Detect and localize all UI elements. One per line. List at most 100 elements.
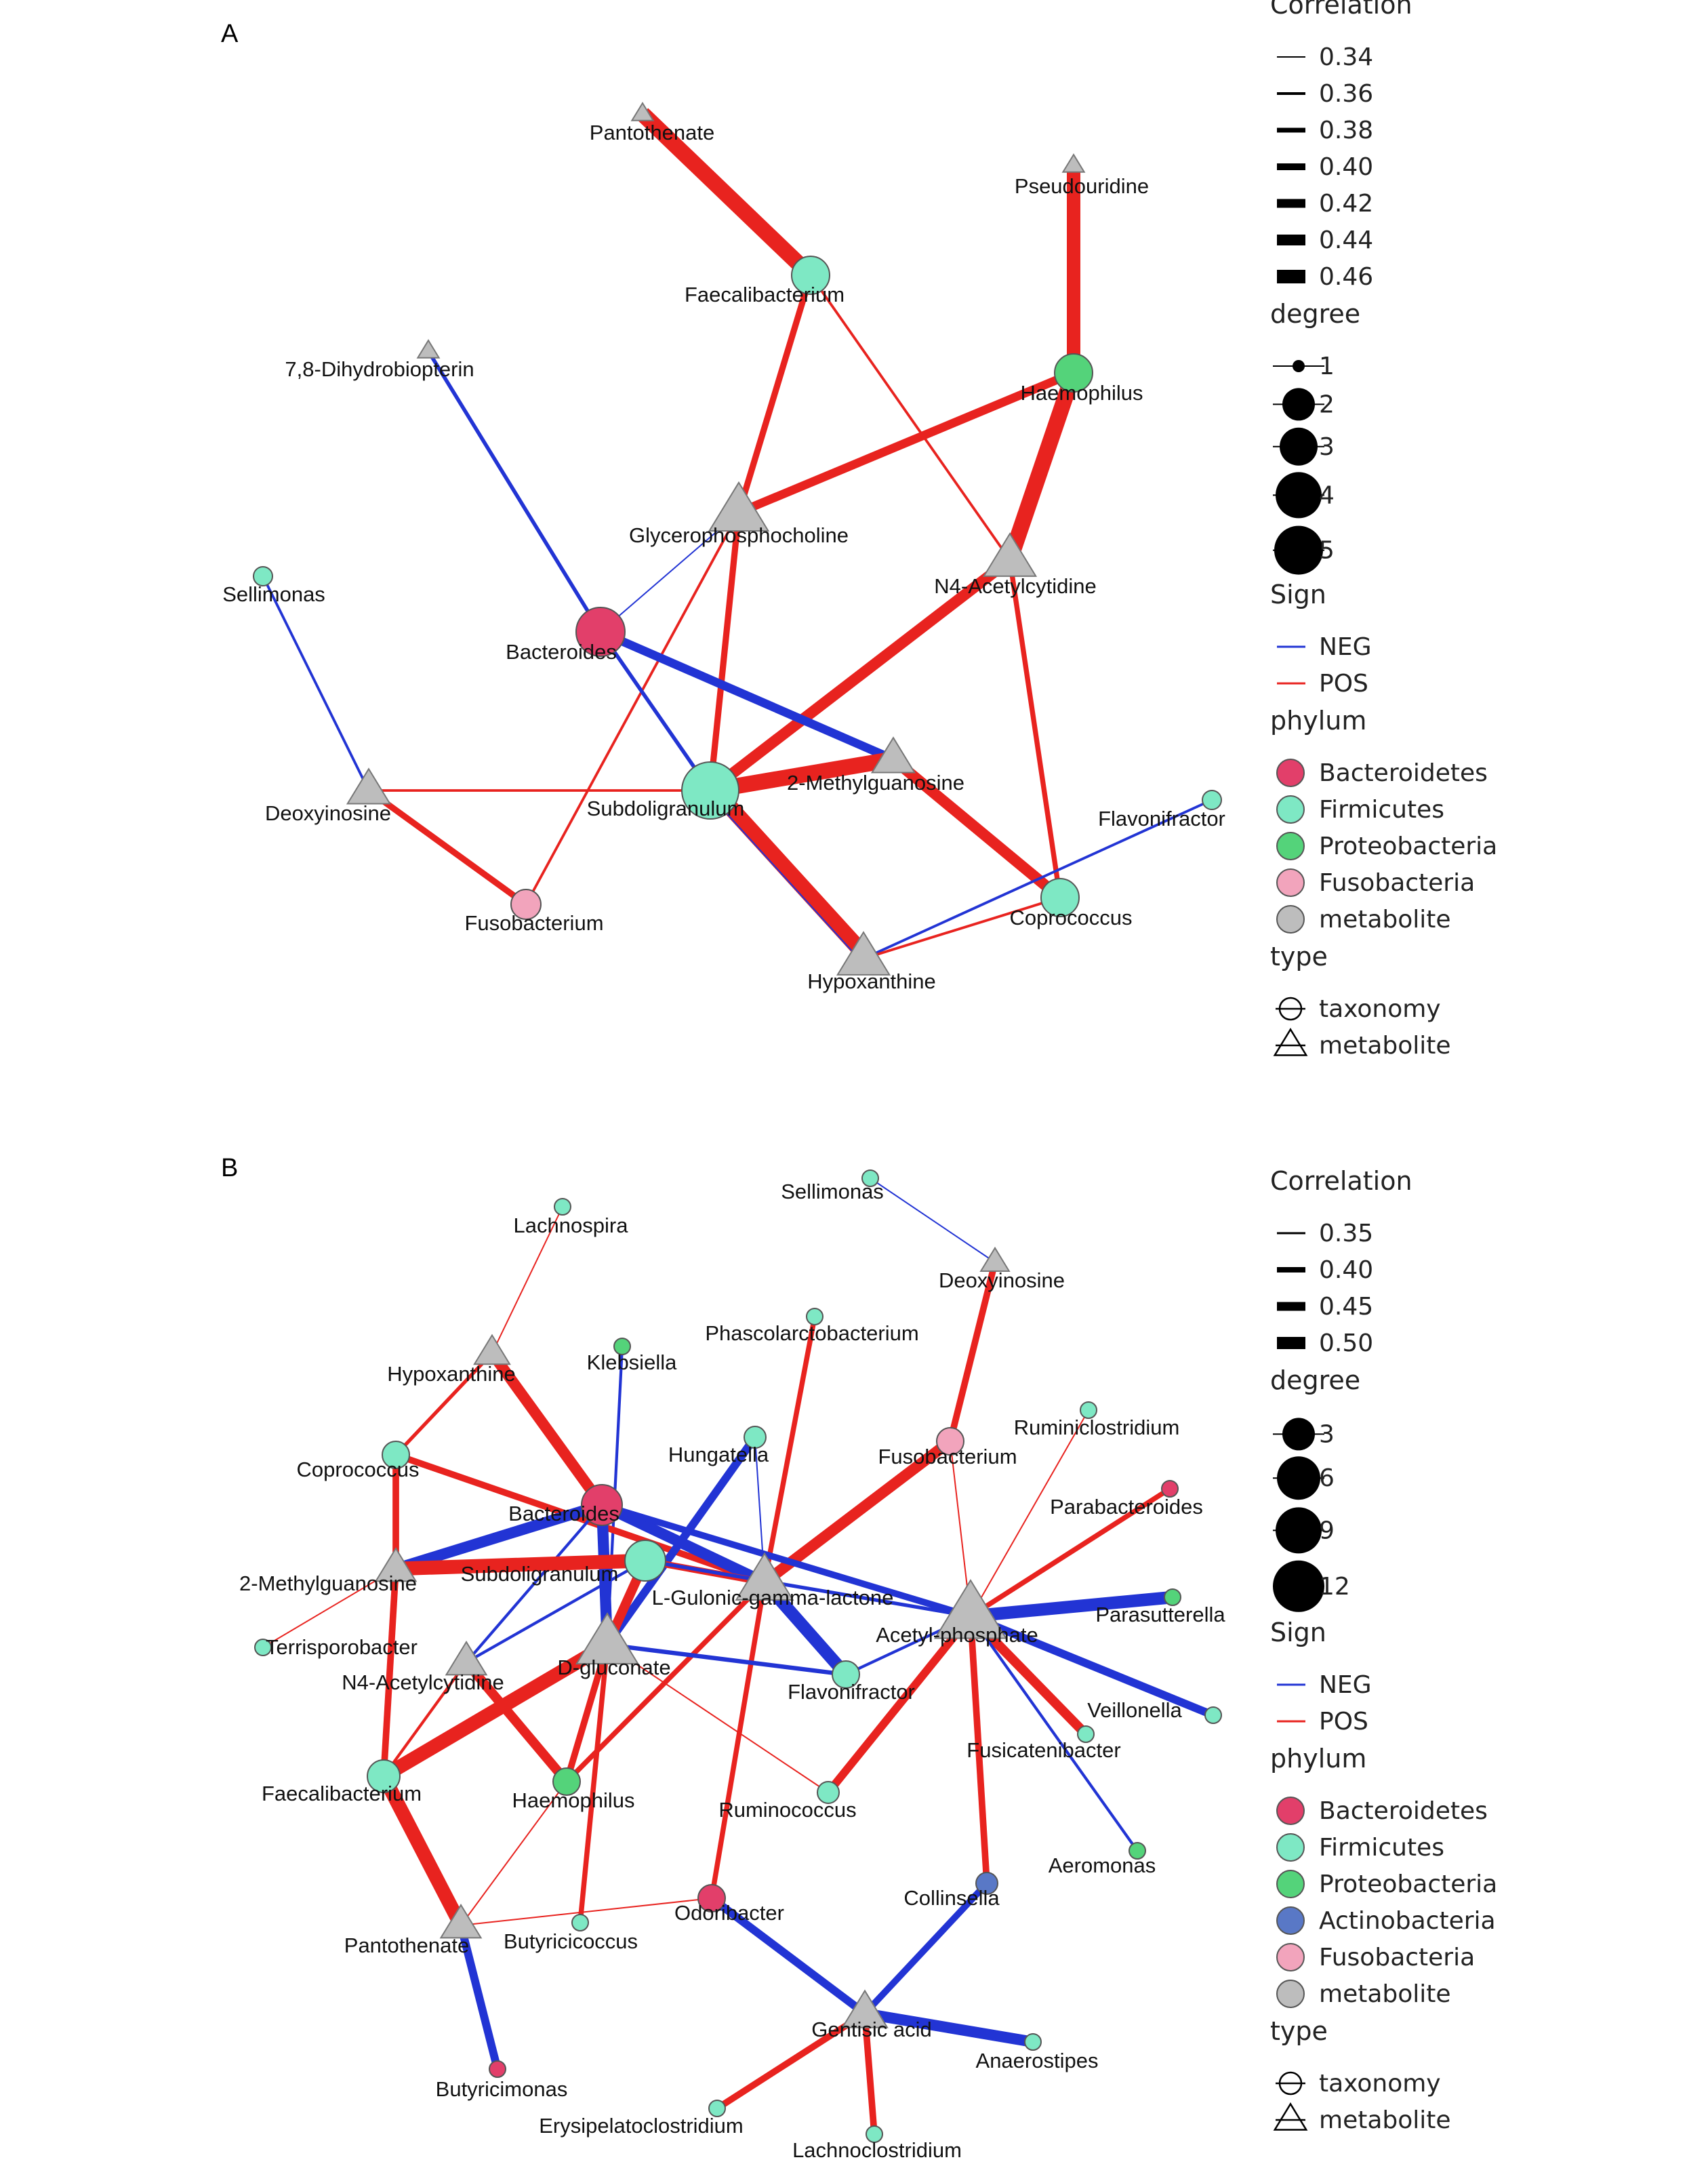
legend-correlation-label-0-40: 0.40 <box>1319 153 1373 181</box>
node-anaerostipes-circle <box>1024 2033 1042 2051</box>
legend-correlation-title: Correlation <box>1270 0 1412 20</box>
legend-type-label-taxonomy: taxonomy <box>1319 2070 1441 2098</box>
panel-label: B <box>221 1154 238 1182</box>
network-panel-b: B Sellimonas Deoxyinosine Lachnospira Phasc… <box>0 1112 1708 2162</box>
legend-degree-key-1 <box>1293 360 1305 372</box>
network-panel-a: A Pantothenate Pseudouridine Faecalibacter… <box>221 0 1497 1060</box>
edge-collinsella-gentisic <box>862 1881 990 2016</box>
node-label-hungatella: Hungatella <box>668 1443 769 1466</box>
node-label-layer: Sellimonas Deoxyinosine Lachnospira Phascol… <box>239 1180 1225 2162</box>
edge-n4acetylcytidine-subdoligranulum <box>707 555 1013 795</box>
edge-glycerophosphocholine-fusobacterium <box>525 512 740 905</box>
node-lachnoclostridium-circle <box>866 2125 883 2143</box>
edge-terrisporobacter-methylguanosine <box>262 1568 396 1648</box>
legend-type-label-metabolite: metabolite <box>1319 1032 1451 1060</box>
legend-correlation-label-0-50: 0.50 <box>1319 1329 1373 1357</box>
edge-acetylphosphate-veillonella <box>969 1612 1215 1719</box>
legend-phylum-label-metabolite: metabolite <box>1319 1980 1451 2008</box>
node-hungatella-circle <box>744 1426 767 1449</box>
legend-correlation-label-0-36: 0.36 <box>1319 80 1373 108</box>
node-dihydrobiopterin-triangle <box>416 339 441 359</box>
legend-phylum-key-bacteroidetes <box>1276 759 1305 787</box>
legend-correlation-label-0-40: 0.40 <box>1319 1256 1373 1284</box>
legend-correlation-label-0-45: 0.45 <box>1319 1293 1373 1321</box>
legend-phylum-title: phylum <box>1270 706 1366 736</box>
node-label-erysipelatoclostridium: Erysipelatoclostridium <box>539 2114 744 2138</box>
legend-phylum-key-metabolite <box>1276 905 1305 934</box>
node-fusicatenibacter-circle <box>1077 1725 1095 1743</box>
node-gentisic-triangle <box>841 1989 889 2028</box>
node-label-methylguanosine: 2-Methylguanosine <box>239 1571 417 1595</box>
node-hypoxanthine-triangle <box>473 1334 511 1365</box>
legend-degree-key-2 <box>1282 388 1315 421</box>
edge-coprococcus-hypoxanthine <box>863 896 1061 960</box>
node-collinsella-circle <box>975 1872 998 1895</box>
node-label-subdoligranulum: Subdoligranulum <box>461 1562 619 1586</box>
node-label-faecalibacterium: Faecalibacterium <box>262 1782 422 1805</box>
legend-phylum-label-metabolite: metabolite <box>1319 906 1451 934</box>
legend-degree-label-5: 5 <box>1319 537 1335 565</box>
node-butyricimonas-circle <box>489 2060 506 2078</box>
edge-bacteroides-acetylphosphate <box>601 1502 972 1620</box>
node-fusobacterium-circle <box>936 1427 964 1456</box>
node-sellimonas-circle <box>861 1169 879 1187</box>
node-hypoxanthine-triangle <box>836 931 891 976</box>
node-label-hypoxanthine: Hypoxanthine <box>807 969 936 993</box>
edge-glycerophosphocholine-bacteroides <box>600 512 739 633</box>
edge-subdoligranulum-acetylphosphate <box>645 1559 971 1618</box>
node-label-layer: Pantothenate Pseudouridine Faecalibacteriu… <box>222 121 1225 993</box>
node-label-dgluconate: D-gluconate <box>557 1656 670 1679</box>
node-methylguanosine-triangle <box>374 1547 418 1582</box>
edge-parabacteroides-acetylphosphate <box>969 1486 1172 1619</box>
node-coprococcus-circle <box>382 1441 410 1469</box>
network-graph-b: B Sellimonas Deoxyinosine Lachnospira Phasc… <box>221 1154 1497 2162</box>
edge-dihydrobiopterin-bacteroides <box>426 350 603 633</box>
legend-degree-key-6 <box>1277 1456 1320 1500</box>
legend-phylum-label-firmicutes: Firmicutes <box>1319 796 1444 824</box>
legend-sign-label-neg: NEG <box>1319 1671 1372 1699</box>
node-label-ruminococcus: Ruminococcus <box>718 1798 856 1822</box>
node-label-pantothenate: Pantothenate <box>590 121 714 144</box>
legend-phylum-key-actinobacteria <box>1276 1906 1305 1935</box>
node-terrisporobacter-circle <box>254 1639 272 1656</box>
node-label-deoxyinosine: Deoxyinosine <box>265 801 391 825</box>
node-label-coprococcus: Coprococcus <box>297 1458 420 1481</box>
legend-correlation-label-0-42: 0.42 <box>1319 190 1373 218</box>
node-parabacteroides-circle <box>1161 1480 1179 1498</box>
edge-hypoxanthine-coprococcus <box>394 1352 493 1456</box>
edge-n4acetylcytidine-haemophilus <box>462 1659 571 1785</box>
legend-phylum-label-proteobacteria: Proteobacteria <box>1319 1870 1497 1898</box>
edge-bacteroides-methylguanosine <box>394 1500 604 1574</box>
edge-acetylphosphate-parasutterella <box>970 1590 1173 1623</box>
node-label-klebsiella: Klebsiella <box>587 1350 677 1374</box>
node-klebsiella-circle <box>613 1338 631 1355</box>
edge-haemophilus-n4acetylcytidine <box>1002 370 1082 563</box>
edge-fusobacterium-gulonic <box>761 1437 954 1587</box>
node-label-fusicatenibacter: Fusicatenibacter <box>967 1738 1120 1762</box>
node-pantothenate-triangle <box>630 102 655 121</box>
node-acetylphosphate-triangle <box>934 1579 1007 1639</box>
edge-deoxyinosine-fusobacterium <box>947 1261 998 1443</box>
node-label-butyricimonas: Butyricimonas <box>436 2077 568 2101</box>
node-phascolarctobacterium-circle <box>806 1308 824 1325</box>
legend-type-key-metabolite <box>1273 2102 1308 2131</box>
legend-phylum-key-fusobacteria <box>1276 1943 1305 1971</box>
node-bacteroides-circle <box>575 607 626 657</box>
edge-ruminiclostridium-acetylphosphate <box>970 1409 1089 1617</box>
node-odoribacter-circle <box>697 1884 726 1912</box>
node-label-subdoligranulum: Subdoligranulum <box>587 797 745 820</box>
legend-sign-label-pos: POS <box>1319 670 1368 698</box>
edge-gulonic-odoribacter <box>709 1582 767 1899</box>
node-label-bacteroides: Bacteroides <box>508 1502 619 1525</box>
node-gulonic-triangle <box>735 1552 794 1601</box>
legend-phylum-key-firmicutes <box>1276 795 1305 824</box>
legend-phylum-key-metabolite <box>1276 1980 1305 2008</box>
node-label-fusobacterium: Fusobacterium <box>464 911 603 935</box>
legend-sign-label-pos: POS <box>1319 1708 1368 1736</box>
node-subdoligranulum-circle <box>624 1540 666 1582</box>
legend-phylum-label-bacteroidetes: Bacteroidetes <box>1319 759 1488 787</box>
edge-bacteroides-n4acetylcytidine <box>465 1504 603 1664</box>
legend-degree-key-9 <box>1276 1507 1322 1554</box>
edge-pantothenate-butyricimonas <box>457 1924 502 2070</box>
legend-phylum-title: phylum <box>1270 1744 1366 1774</box>
